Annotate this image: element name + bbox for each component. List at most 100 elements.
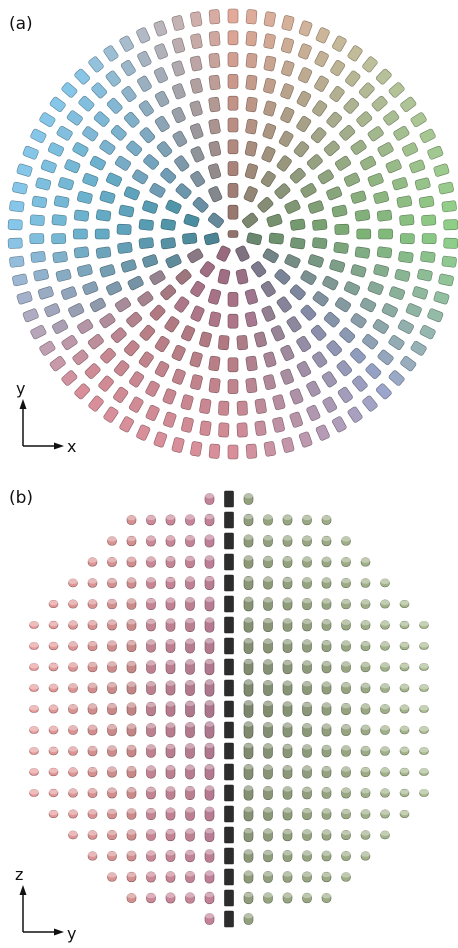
side-cylinder <box>263 514 273 526</box>
side-cylinder <box>380 830 390 840</box>
side-cylinder <box>224 700 234 718</box>
side-cylinder <box>399 599 410 609</box>
ring-cylinder <box>153 67 168 84</box>
ring-cylinder <box>281 60 295 77</box>
side-cylinder <box>224 637 234 655</box>
ring-cylinder <box>261 146 276 163</box>
side-cylinder <box>263 680 273 696</box>
ring-cylinder <box>293 141 310 158</box>
ring-cylinder <box>409 159 426 174</box>
ring-cylinder <box>360 155 377 171</box>
side-cylinder <box>68 746 78 756</box>
ring-cylinder <box>208 96 221 113</box>
ring-cylinder <box>72 349 89 366</box>
ring-cylinder <box>76 264 93 277</box>
side-cylinder <box>165 618 176 632</box>
side-cylinder <box>146 639 156 653</box>
ring-cylinder <box>242 212 259 229</box>
ring-cylinder <box>172 37 186 54</box>
ring-cylinder <box>82 281 99 295</box>
ring-cylinder <box>113 386 129 403</box>
ring-cylinder <box>93 111 110 127</box>
ring-cylinder <box>132 169 149 185</box>
ring-cylinder <box>443 219 458 231</box>
panel-b: (b) z y <box>0 474 458 948</box>
ring-cylinder <box>443 237 458 249</box>
side-cylinder <box>243 764 254 780</box>
side-cylinder <box>68 809 78 819</box>
side-cylinder <box>146 765 156 779</box>
ring-cylinder <box>296 90 312 107</box>
side-cylinder <box>321 765 332 778</box>
side-cylinder <box>185 785 195 801</box>
ring-cylinder <box>136 424 151 441</box>
ring-cylinder <box>190 146 205 163</box>
side-cylinder <box>107 557 117 567</box>
side-cylinder <box>282 701 293 717</box>
ring-cylinder <box>376 209 393 222</box>
ring-cylinder <box>22 145 39 160</box>
side-cylinder <box>204 555 215 569</box>
axis-label-horizontal-a: x <box>67 437 76 456</box>
side-cylinder <box>399 725 410 735</box>
ring-cylinder <box>367 126 384 142</box>
side-cylinder <box>360 682 371 694</box>
ring-cylinder <box>127 275 144 291</box>
side-cylinder <box>380 788 390 798</box>
ring-cylinder <box>246 232 263 246</box>
ring-cylinder <box>289 411 303 428</box>
ring-cylinder <box>262 123 277 140</box>
side-cylinder <box>48 746 59 756</box>
side-cylinder <box>185 743 195 759</box>
side-cylinder <box>87 851 98 861</box>
side-cylinder <box>107 598 117 610</box>
ring-cylinder <box>190 374 203 391</box>
side-cylinder <box>107 703 117 716</box>
side-cylinder <box>204 534 215 548</box>
side-cylinder <box>360 557 371 567</box>
ring-cylinder <box>114 155 132 171</box>
ring-cylinder <box>286 316 302 333</box>
side-cylinder <box>263 785 273 801</box>
ring-cylinder <box>9 200 25 213</box>
ring-cylinder <box>103 45 119 62</box>
ring-cylinder <box>129 371 145 388</box>
ring-cylinder <box>227 117 239 133</box>
side-cylinder <box>185 807 195 821</box>
ring-cylinder <box>95 246 112 259</box>
side-cylinder <box>243 576 254 590</box>
ring-cylinder <box>87 334 104 350</box>
ring-cylinder <box>156 141 173 158</box>
ring-cylinder <box>95 209 112 222</box>
ring-cylinder <box>142 254 159 268</box>
side-cylinder <box>321 808 332 820</box>
side-cylinder <box>87 682 98 694</box>
side-cylinder <box>146 786 156 800</box>
side-cylinder <box>321 619 332 631</box>
ring-cylinder <box>332 35 347 52</box>
ring-cylinder <box>330 59 346 77</box>
ring-cylinder <box>208 31 221 47</box>
ring-cylinder <box>298 43 312 60</box>
side-cylinder <box>185 555 195 569</box>
side-cylinder <box>360 788 371 798</box>
side-cylinder <box>29 747 39 755</box>
ring-cylinder <box>208 163 222 180</box>
side-cylinder <box>165 871 176 883</box>
side-cylinder <box>321 829 332 841</box>
ring-cylinder <box>260 280 276 298</box>
ring-cylinder <box>33 268 49 282</box>
ring-cylinder <box>317 169 334 185</box>
side-cylinder <box>243 658 254 676</box>
ring-cylinder <box>244 163 258 180</box>
side-cylinder <box>419 621 429 629</box>
side-cylinder <box>341 745 351 757</box>
side-cylinder <box>263 576 273 590</box>
ring-cylinder <box>322 396 338 413</box>
side-cylinder <box>360 640 371 652</box>
ring-cylinder <box>31 195 48 208</box>
side-cylinder <box>360 661 371 673</box>
side-cylinder <box>146 829 156 841</box>
ring-cylinder <box>417 268 433 282</box>
side-cylinder <box>204 828 215 842</box>
